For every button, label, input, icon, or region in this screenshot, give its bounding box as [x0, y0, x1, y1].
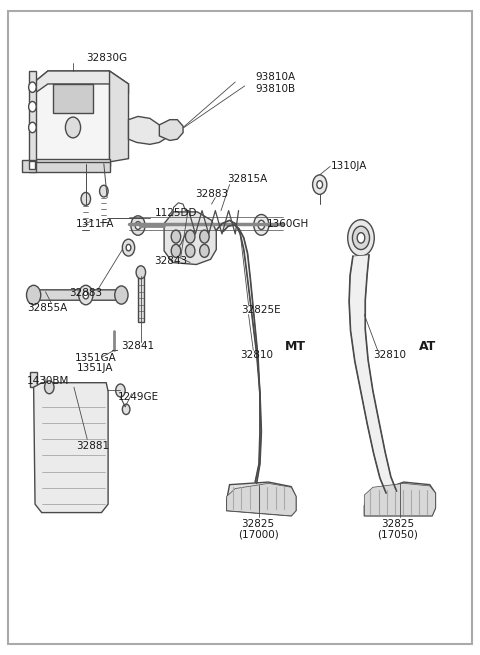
- Text: 32883: 32883: [69, 288, 102, 298]
- Polygon shape: [227, 482, 296, 516]
- Polygon shape: [30, 371, 37, 387]
- Text: AT: AT: [419, 341, 436, 354]
- Polygon shape: [22, 160, 36, 172]
- Text: 1351JA: 1351JA: [77, 364, 114, 373]
- Circle shape: [29, 82, 36, 92]
- Polygon shape: [216, 220, 261, 483]
- Text: 32883: 32883: [195, 189, 228, 199]
- Circle shape: [83, 291, 89, 299]
- Text: 32810: 32810: [240, 350, 273, 360]
- Circle shape: [185, 244, 195, 257]
- Circle shape: [26, 286, 41, 305]
- Text: 1311FA: 1311FA: [76, 219, 115, 229]
- Circle shape: [45, 381, 54, 394]
- Circle shape: [171, 244, 180, 257]
- Text: 32825E: 32825E: [241, 305, 281, 315]
- Circle shape: [81, 193, 91, 206]
- Circle shape: [258, 220, 264, 229]
- Polygon shape: [129, 117, 167, 144]
- Polygon shape: [138, 276, 144, 322]
- Circle shape: [254, 214, 269, 235]
- Text: 32841: 32841: [121, 341, 155, 350]
- Polygon shape: [364, 483, 435, 516]
- Circle shape: [317, 181, 323, 189]
- Circle shape: [99, 185, 108, 197]
- Polygon shape: [29, 71, 36, 162]
- Text: MT: MT: [285, 341, 306, 354]
- Polygon shape: [29, 161, 35, 169]
- Text: 1351GA: 1351GA: [74, 353, 116, 363]
- Circle shape: [312, 175, 327, 195]
- Polygon shape: [109, 71, 129, 162]
- Text: 32855A: 32855A: [27, 303, 67, 313]
- Circle shape: [136, 266, 145, 279]
- Circle shape: [65, 117, 81, 138]
- Circle shape: [357, 233, 365, 243]
- Circle shape: [122, 239, 135, 256]
- Text: (17050): (17050): [377, 529, 418, 539]
- Circle shape: [200, 244, 209, 257]
- Text: 32830G: 32830G: [86, 53, 128, 63]
- Text: 1360GH: 1360GH: [266, 219, 309, 229]
- Circle shape: [79, 286, 93, 305]
- Text: 32843: 32843: [155, 256, 188, 266]
- Polygon shape: [29, 162, 109, 172]
- Polygon shape: [227, 483, 296, 516]
- Text: 32810: 32810: [373, 350, 406, 360]
- Polygon shape: [164, 212, 216, 265]
- Text: 1125DD: 1125DD: [155, 208, 197, 218]
- Circle shape: [131, 215, 145, 235]
- Text: (17000): (17000): [238, 529, 278, 539]
- Polygon shape: [159, 120, 183, 140]
- Text: 93810A: 93810A: [255, 73, 296, 83]
- Text: 32825: 32825: [381, 519, 414, 529]
- Text: 1249GE: 1249GE: [118, 392, 158, 402]
- Circle shape: [29, 102, 36, 112]
- Polygon shape: [30, 290, 126, 300]
- Polygon shape: [36, 71, 129, 94]
- Circle shape: [352, 226, 370, 250]
- Polygon shape: [53, 84, 93, 113]
- Text: 32825: 32825: [241, 519, 275, 529]
- Circle shape: [171, 230, 180, 243]
- Polygon shape: [34, 383, 108, 513]
- Text: 32881: 32881: [76, 441, 109, 451]
- Text: 1430BM: 1430BM: [27, 376, 69, 386]
- Circle shape: [200, 230, 209, 243]
- Circle shape: [348, 219, 374, 256]
- Circle shape: [122, 404, 130, 415]
- Circle shape: [29, 122, 36, 133]
- Circle shape: [185, 230, 195, 243]
- Polygon shape: [36, 71, 109, 162]
- Text: 93810B: 93810B: [255, 83, 296, 94]
- Polygon shape: [29, 159, 109, 166]
- Circle shape: [135, 221, 141, 229]
- Circle shape: [126, 244, 131, 251]
- Circle shape: [116, 384, 125, 397]
- Polygon shape: [364, 482, 435, 516]
- Polygon shape: [349, 255, 396, 493]
- Text: 1310JA: 1310JA: [331, 161, 367, 172]
- Circle shape: [115, 286, 128, 304]
- Text: 32815A: 32815A: [227, 174, 267, 185]
